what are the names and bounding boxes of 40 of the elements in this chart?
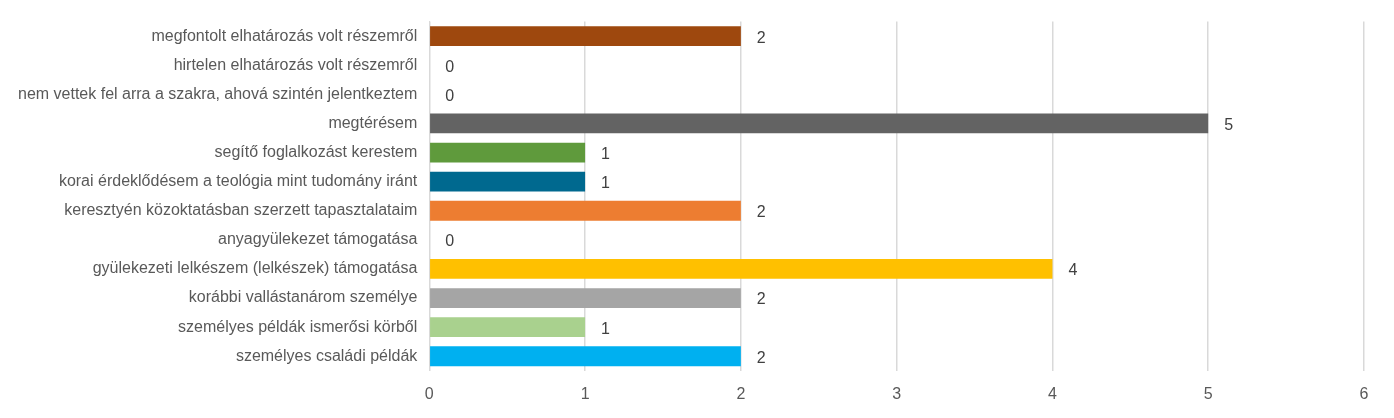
data-label: 5 xyxy=(1224,115,1234,133)
y-tick-label: megfontolt elhatározás volt részemről xyxy=(151,26,418,44)
x-tick-label: 4 xyxy=(1047,384,1057,402)
x-tick-label: 0 xyxy=(424,384,434,402)
y-tick-label: segítő foglalkozást kerestem xyxy=(214,142,418,160)
x-tick-label: 5 xyxy=(1203,384,1213,402)
y-tick-label: személyes példák ismerősi körből xyxy=(178,317,418,335)
y-tick-label: nem vettek fel arra a szakra, ahová szintén jelentkeztem xyxy=(17,84,418,102)
y-tick-label: gyülekezeti lelkészem (lelkészek) támogatása xyxy=(92,259,418,277)
bar xyxy=(430,259,1053,279)
bar xyxy=(430,346,741,367)
data-label: 2 xyxy=(756,290,766,308)
y-tick-label: hirtelen elhatározás volt részemről xyxy=(173,55,418,73)
y-tick-label: személyes családi példák xyxy=(235,346,419,364)
data-label: 1 xyxy=(601,319,611,337)
data-label: 0 xyxy=(445,57,455,75)
y-tick-label: korai érdeklődésem a teológia mint tudomány iránt xyxy=(58,172,418,190)
bar xyxy=(430,200,741,221)
x-tick-label: 3 xyxy=(892,384,902,402)
x-tick-label: 6 xyxy=(1359,384,1369,402)
bar xyxy=(430,113,1209,134)
bar xyxy=(430,142,586,163)
y-tick-label: megtérésem xyxy=(328,113,418,131)
x-tick-label: 1 xyxy=(580,384,590,402)
data-label: 4 xyxy=(1068,261,1078,279)
data-label: 2 xyxy=(756,28,766,46)
data-label: 2 xyxy=(756,203,766,221)
y-tick-label: anyagyülekezet támogatása xyxy=(218,230,418,248)
data-label: 0 xyxy=(445,86,455,104)
bar xyxy=(430,26,741,47)
data-label: 1 xyxy=(601,144,611,162)
data-label: 1 xyxy=(601,174,611,192)
bar xyxy=(430,288,741,308)
y-tick-label: keresztyén közoktatásban szerzett tapasztalataim xyxy=(64,201,418,219)
y-tick-label: korábbi vallástanárom személye xyxy=(188,288,418,306)
data-label: 2 xyxy=(756,348,766,366)
x-tick-label: 2 xyxy=(736,384,746,402)
bar xyxy=(430,317,586,338)
bar xyxy=(430,171,586,192)
data-label: 0 xyxy=(445,232,455,250)
